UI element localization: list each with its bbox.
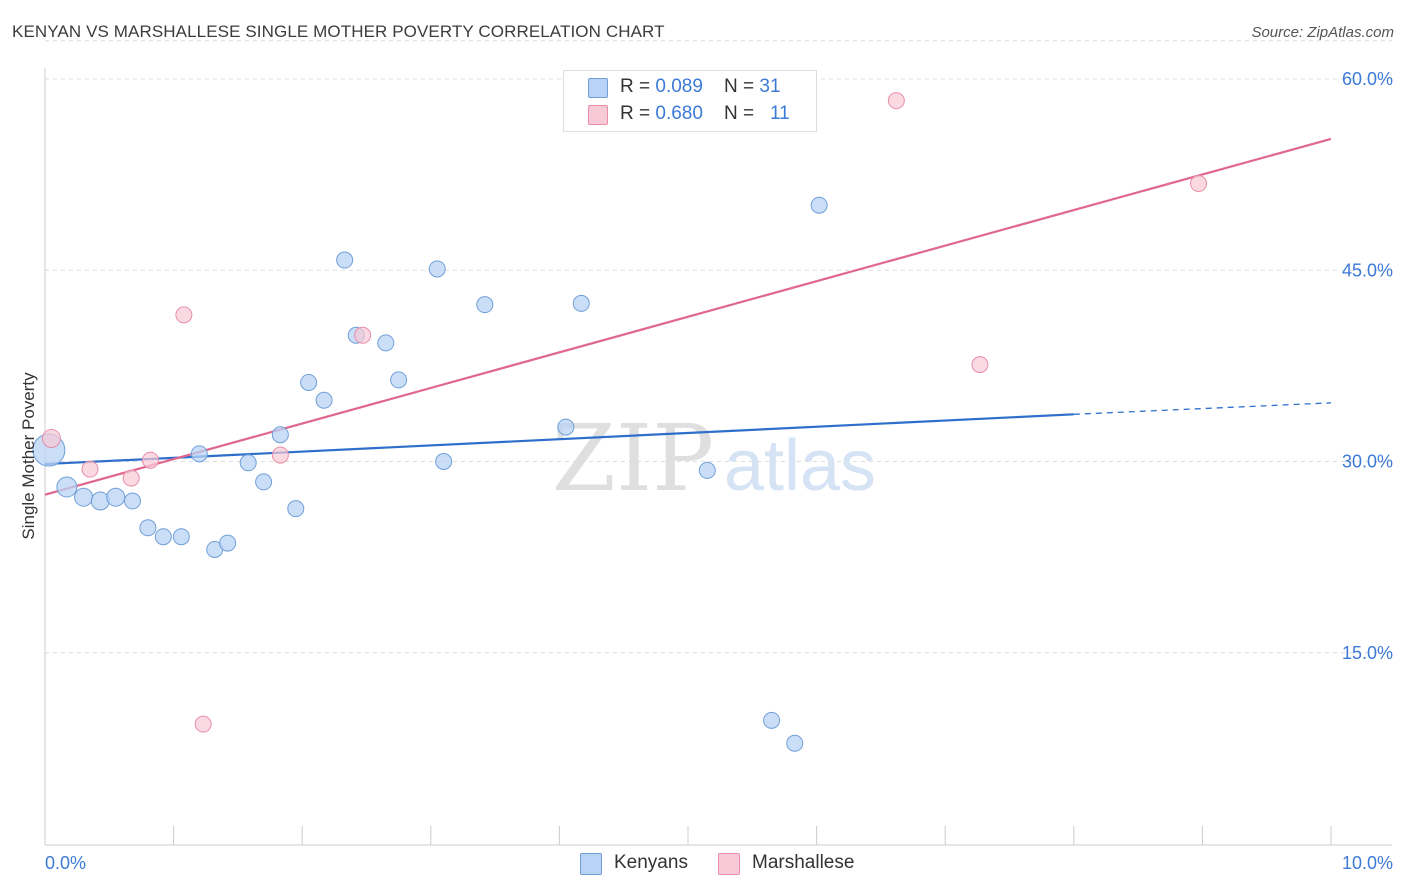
kenyans-trendline-extension xyxy=(1073,402,1332,415)
kenyans-trendline xyxy=(44,413,1074,466)
kenyans-point xyxy=(56,476,78,498)
marshallese-n-label: N = xyxy=(724,103,760,124)
marshallese-point xyxy=(887,92,905,110)
kenyans-point xyxy=(255,473,273,491)
tick-labels: 15.0% 30.0% 45.0% 60.0% 0.0% 10.0% Single Moth… xyxy=(19,69,1393,873)
kenyans-r-label: R = xyxy=(620,76,656,97)
kenyans-legend-swatch xyxy=(580,853,602,875)
marshallese-n-value: 11 xyxy=(769,103,790,124)
marshallese-point xyxy=(175,306,193,324)
kenyans-point xyxy=(336,251,354,269)
kenyans-point xyxy=(219,534,237,552)
source-label: Source: ZipAtlas.com xyxy=(1251,24,1394,41)
kenyans-point xyxy=(390,371,408,389)
marshallese-point xyxy=(1190,175,1208,193)
marshallese-point xyxy=(971,356,989,374)
y-tick-label: 15.0% xyxy=(1342,643,1393,663)
kenyans-legend-label: Kenyans xyxy=(614,852,688,873)
y-tick-label: 30.0% xyxy=(1342,452,1393,472)
watermark-zip: ZIP xyxy=(552,405,714,512)
marshallese-swatch xyxy=(588,105,608,125)
stats-legend: R = 0.089 N = 31 R = 0.680 N = 11 xyxy=(563,70,817,132)
trendlines xyxy=(44,137,1332,496)
kenyans-point xyxy=(786,734,804,752)
marshallese-point xyxy=(354,326,372,344)
kenyans-point xyxy=(154,528,172,546)
kenyans-n-label: N = xyxy=(724,76,760,97)
x-tick-label: 10.0% xyxy=(1342,853,1393,873)
chart-title: KENYAN VS MARSHALLESE SINGLE MOTHER POVE… xyxy=(12,22,665,41)
kenyans-swatch xyxy=(588,78,608,98)
marshallese-point xyxy=(271,446,289,464)
marshallese-point xyxy=(194,715,212,733)
kenyans-point xyxy=(106,487,126,507)
kenyans-point xyxy=(123,492,141,510)
kenyans-point xyxy=(287,500,305,518)
watermark: ZIP atlas xyxy=(552,405,876,512)
kenyans-point xyxy=(810,196,828,214)
data-points xyxy=(32,92,1208,752)
kenyans-point xyxy=(763,711,781,729)
marshallese-point xyxy=(81,460,99,478)
kenyans-n-value: 31 xyxy=(759,76,781,97)
marshallese-point xyxy=(122,469,140,487)
kenyans-point xyxy=(572,294,590,312)
y-tick-label: 45.0% xyxy=(1342,260,1393,280)
marshallese-trendline xyxy=(44,137,1332,496)
kenyans-point xyxy=(476,296,494,314)
marshallese-legend-swatch xyxy=(718,853,740,875)
watermark-atlas: atlas xyxy=(724,426,876,506)
y-tick-label: 60.0% xyxy=(1342,69,1393,89)
kenyans-point xyxy=(190,445,208,463)
gridlines xyxy=(45,40,1392,654)
kenyans-point xyxy=(172,528,190,546)
kenyans-point xyxy=(300,373,318,391)
kenyans-point xyxy=(239,454,257,472)
kenyans-point xyxy=(271,426,289,444)
kenyans-point xyxy=(139,519,157,537)
kenyans-point xyxy=(435,453,453,470)
y-axis-title: Single Mother Poverty xyxy=(19,372,38,540)
marshallese-legend-label: Marshallese xyxy=(752,852,855,873)
kenyans-point xyxy=(377,334,395,352)
marshallese-point xyxy=(141,451,159,469)
marshallese-r-value: 0.680 xyxy=(655,103,703,124)
kenyans-point xyxy=(428,260,446,278)
marshallese-r-label: R = xyxy=(620,103,656,124)
marshallese-point xyxy=(41,429,61,449)
kenyans-r-value: 0.089 xyxy=(655,76,703,97)
kenyans-point xyxy=(557,418,575,436)
x-tick-label: 0.0% xyxy=(45,853,86,873)
kenyans-point xyxy=(698,461,716,479)
kenyans-point xyxy=(74,487,94,507)
kenyans-point xyxy=(315,391,333,409)
